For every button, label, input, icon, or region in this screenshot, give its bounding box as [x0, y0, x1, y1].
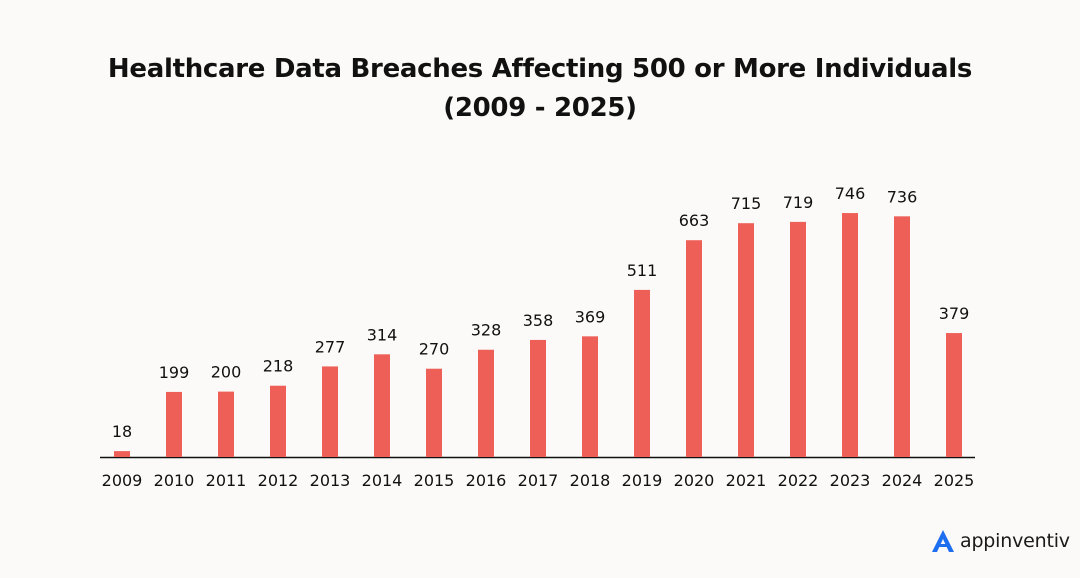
brand-logo: appinventiv: [930, 524, 1070, 558]
bar-2021: [738, 223, 754, 457]
bar-2022: [790, 221, 806, 457]
data-label-2013: 277: [315, 337, 346, 356]
brand-name: appinventiv: [960, 530, 1070, 552]
x-tick-label-2025: 2025: [934, 471, 975, 490]
data-label-2015: 270: [419, 340, 450, 359]
data-label-2010: 199: [159, 363, 190, 382]
x-tick-label-2013: 2013: [310, 471, 351, 490]
data-label-2019: 511: [627, 261, 658, 280]
x-tick-label-2022: 2022: [778, 471, 819, 490]
data-label-2022: 719: [783, 193, 814, 212]
data-label-2016: 328: [471, 321, 502, 340]
bar-2017: [530, 339, 546, 457]
bar-2020: [686, 240, 702, 457]
x-tick-label-2018: 2018: [570, 471, 611, 490]
data-label-2023: 746: [835, 184, 866, 203]
bar-2013: [322, 366, 338, 457]
bar-2024: [894, 216, 910, 457]
x-tick-label-2011: 2011: [206, 471, 247, 490]
bar-2009: [114, 451, 130, 457]
bar-2016: [478, 349, 494, 457]
bar-2010: [166, 391, 182, 457]
x-tick-label-2020: 2020: [674, 471, 715, 490]
x-tick-label-2024: 2024: [882, 471, 923, 490]
data-label-2014: 314: [367, 325, 398, 344]
data-label-2012: 218: [263, 357, 294, 376]
x-tick-label-2010: 2010: [154, 471, 195, 490]
data-label-2018: 369: [575, 307, 606, 326]
data-label-2009: 18: [112, 422, 132, 441]
data-label-2017: 358: [523, 311, 554, 330]
chart-title: Healthcare Data Breaches Affecting 500 o…: [107, 54, 973, 84]
data-label-2024: 736: [887, 187, 918, 206]
bar-2025: [946, 333, 962, 457]
bar-2018: [582, 336, 598, 457]
bar-2012: [270, 385, 286, 457]
data-label-2025: 379: [939, 304, 970, 323]
appinventiv-logo-icon: [932, 530, 954, 552]
x-tick-label-2023: 2023: [830, 471, 871, 490]
bar-2011: [218, 391, 234, 457]
data-label-2021: 715: [731, 194, 762, 213]
x-tick-label-2014: 2014: [362, 471, 403, 490]
chart-subtitle: (2009 - 2025): [443, 93, 637, 123]
x-tick-label-2009: 2009: [102, 471, 143, 490]
bar-2019: [634, 289, 650, 457]
x-tick-label-2015: 2015: [414, 471, 455, 490]
x-tick-label-2021: 2021: [726, 471, 767, 490]
x-tick-label-2016: 2016: [466, 471, 507, 490]
bar-2015: [426, 368, 442, 457]
data-label-2011: 200: [211, 363, 242, 382]
bar-2023: [842, 213, 858, 457]
x-tick-label-2012: 2012: [258, 471, 299, 490]
bar-2014: [374, 354, 390, 457]
x-tick-label-2017: 2017: [518, 471, 559, 490]
x-tick-label-2019: 2019: [622, 471, 663, 490]
data-label-2020: 663: [679, 211, 710, 230]
